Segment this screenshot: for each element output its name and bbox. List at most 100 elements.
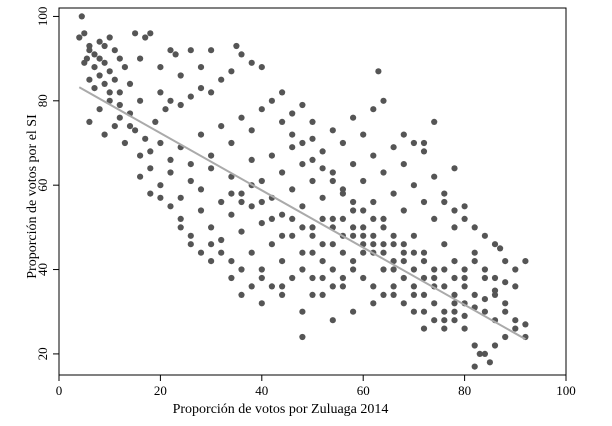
data-point (299, 139, 306, 147)
data-point (157, 182, 164, 189)
data-point (248, 249, 255, 256)
data-point (147, 165, 154, 172)
data-point (380, 169, 387, 176)
data-point (360, 224, 367, 231)
data-point (279, 118, 286, 125)
data-point (400, 241, 407, 248)
data-point (228, 211, 235, 218)
data-point (410, 139, 417, 147)
data-point (390, 232, 397, 239)
data-point (400, 131, 407, 138)
data-point (339, 215, 346, 222)
data-point (512, 283, 519, 290)
data-point (420, 325, 428, 332)
data-point (218, 198, 225, 206)
data-point (96, 55, 103, 62)
data-point (451, 291, 458, 298)
data-point (370, 283, 377, 290)
data-point (329, 317, 336, 324)
data-point (309, 177, 316, 185)
data-point (491, 291, 499, 298)
data-point (289, 274, 296, 282)
y-tick-label: 20 (35, 347, 50, 360)
data-point (410, 291, 417, 298)
data-point (208, 258, 215, 265)
data-point (258, 300, 265, 307)
data-point (258, 198, 265, 206)
plot-border (58, 7, 567, 376)
data-point (461, 215, 468, 222)
x-axis-title: Proporción de votos por Zuluaga 2014 (173, 402, 389, 417)
data-point (370, 106, 377, 113)
data-point (81, 59, 88, 66)
data-point (390, 266, 397, 273)
data-point (350, 114, 357, 121)
fit-line (78, 86, 526, 341)
x-tick-label: 20 (154, 383, 167, 398)
data-point (279, 291, 286, 298)
data-point (350, 207, 357, 214)
data-point (339, 283, 346, 290)
data-point (121, 64, 128, 71)
data-point (360, 274, 367, 282)
data-point (309, 224, 316, 231)
data-point (228, 139, 235, 147)
data-point (431, 266, 438, 273)
data-point (370, 232, 377, 239)
data-point (370, 198, 377, 206)
data-point (289, 232, 296, 239)
data-point (491, 287, 499, 294)
data-point (258, 177, 265, 185)
scatter-points (76, 13, 529, 370)
data-point (208, 224, 215, 231)
data-point (360, 131, 367, 138)
data-point (177, 194, 184, 201)
data-point (491, 342, 499, 349)
data-point (121, 139, 128, 147)
data-point (238, 228, 245, 235)
data-point (319, 258, 326, 265)
data-point (410, 249, 417, 256)
data-point (76, 34, 83, 41)
data-point (116, 114, 123, 121)
data-point (309, 274, 316, 282)
data-point (228, 274, 235, 282)
data-point (132, 127, 139, 134)
data-point (106, 97, 113, 104)
data-point (410, 283, 417, 290)
data-point (380, 215, 387, 222)
data-point (279, 169, 286, 176)
data-point (126, 123, 134, 130)
data-point (329, 177, 336, 185)
data-point (279, 89, 286, 96)
data-point (248, 127, 255, 134)
data-point (309, 118, 316, 125)
y-tick-label: 60 (35, 179, 50, 192)
data-point (451, 317, 458, 324)
data-point (380, 97, 387, 104)
data-point (360, 207, 367, 214)
data-point (431, 118, 438, 125)
data-point (441, 190, 448, 197)
data-point (137, 173, 144, 180)
data-point (420, 148, 428, 155)
data-point (268, 283, 275, 290)
data-point (400, 274, 407, 282)
data-point (172, 51, 179, 58)
y-tick-label: 80 (35, 94, 50, 107)
data-point (370, 241, 377, 248)
data-point (441, 241, 448, 248)
plot-frame (58, 7, 567, 376)
data-point (481, 274, 488, 282)
data-point (400, 300, 407, 307)
data-point (96, 72, 103, 79)
data-point (339, 139, 346, 147)
data-point (197, 85, 205, 92)
data-point (400, 258, 407, 265)
data-point (309, 156, 316, 163)
data-point (497, 245, 504, 252)
data-point (420, 308, 428, 315)
data-point (197, 207, 205, 214)
data-point (162, 106, 169, 113)
data-point (420, 258, 428, 265)
